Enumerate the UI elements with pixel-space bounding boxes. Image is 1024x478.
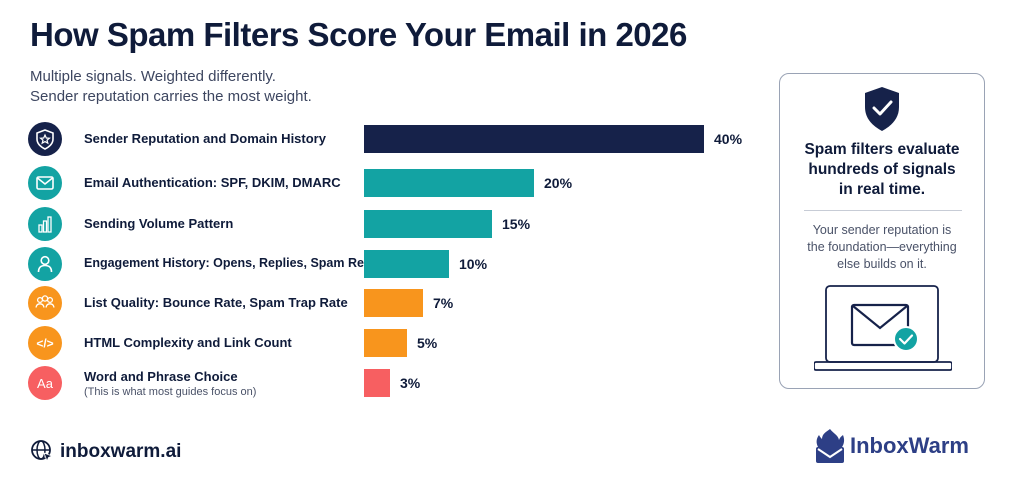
bar-chart: 40% 20% 15% 10% 7% 5% 3% — [364, 125, 743, 397]
card-heading: Spam filters evaluate hundreds of signal… — [780, 140, 984, 200]
row-word-choice: Aa Word and Phrase Choice (This is what … — [28, 366, 358, 400]
people-icon — [28, 286, 62, 320]
person-icon — [28, 247, 62, 281]
row-label: List Quality: Bounce Rate, Spam Trap Rat… — [84, 295, 348, 310]
card-heading-line-1: Spam filters evaluate — [804, 141, 960, 158]
chart-title: How Spam Filters Score Your Email in 202… — [30, 16, 687, 53]
row-label: Word and Phrase Choice — [84, 369, 238, 384]
code-icon: </> — [28, 326, 62, 360]
row-list-quality: List Quality: Bounce Rate, Spam Trap Rat… — [28, 286, 358, 320]
bar-value-label-6: 5% — [417, 335, 438, 351]
shield-check-icon — [865, 87, 899, 131]
row-sending-volume: Sending Volume Pattern — [28, 207, 358, 241]
brand-name: InboxWarm — [850, 433, 969, 458]
row-annotation: (This is what most guides focus on) — [84, 386, 257, 398]
row-email-authentication: Email Authentication: SPF, DKIM, DMARC — [28, 166, 358, 200]
card-body: Your sender reputation is the foundation… — [780, 222, 984, 273]
bar-7 — [364, 369, 390, 397]
bar-2 — [364, 169, 534, 197]
row-label: Sender Reputation and Domain History — [84, 131, 326, 146]
text-aa-icon: Aa — [28, 366, 62, 400]
row-html-complexity: </> HTML Complexity and Link Count — [28, 326, 358, 360]
brand-url: inboxwarm.ai — [60, 441, 182, 462]
aa-icon-glyph: Aa — [37, 376, 54, 391]
row-label: Sending Volume Pattern — [84, 216, 234, 231]
chart-subtitle: Multiple signals. Weighted differently. … — [30, 67, 312, 107]
shield-star-icon — [28, 122, 62, 156]
globe-icon — [31, 440, 54, 463]
bar-6 — [364, 329, 407, 357]
card-heading-line-3: in real time. — [838, 181, 926, 198]
laptop-envelope-icon — [814, 285, 952, 371]
row-engagement-history: Engagement History: Opens, Replies, Spam… — [28, 247, 395, 281]
bar-chart-icon — [28, 207, 62, 241]
card-body-line-3: else builds on it. — [837, 257, 927, 271]
card-body-line-2: the foundation—everything — [807, 240, 957, 254]
inboxwarm-logo-icon — [816, 429, 845, 463]
card-heading-line-2: hundreds of signals — [808, 161, 956, 178]
bar-value-label-2: 20% — [544, 175, 573, 191]
info-card: Spam filters evaluate hundreds of signal… — [779, 73, 985, 389]
bar-value-label-7: 3% — [400, 375, 421, 391]
card-divider — [804, 210, 962, 211]
subtitle-line-1: Multiple signals. Weighted differently. — [30, 68, 276, 85]
row-label: Engagement History: Opens, Replies, Spam… — [84, 256, 396, 270]
envelope-icon — [28, 166, 62, 200]
row-label: HTML Complexity and Link Count — [84, 335, 292, 350]
bar-1 — [364, 125, 704, 153]
subtitle-line-2: Sender reputation carries the most weigh… — [30, 88, 312, 105]
bar-value-label-4: 10% — [459, 256, 488, 272]
bar-value-label-3: 15% — [502, 216, 531, 232]
card-body-line-1: Your sender reputation is — [812, 223, 952, 237]
bar-5 — [364, 289, 423, 317]
row-sender-reputation: Sender Reputation and Domain History — [28, 122, 358, 156]
bar-value-label-1: 40% — [714, 131, 743, 147]
bar-value-label-5: 7% — [433, 295, 454, 311]
bar-3 — [364, 210, 492, 238]
row-label: Email Authentication: SPF, DKIM, DMARC — [84, 175, 341, 190]
bar-4 — [364, 250, 449, 278]
code-icon-glyph: </> — [36, 337, 53, 351]
